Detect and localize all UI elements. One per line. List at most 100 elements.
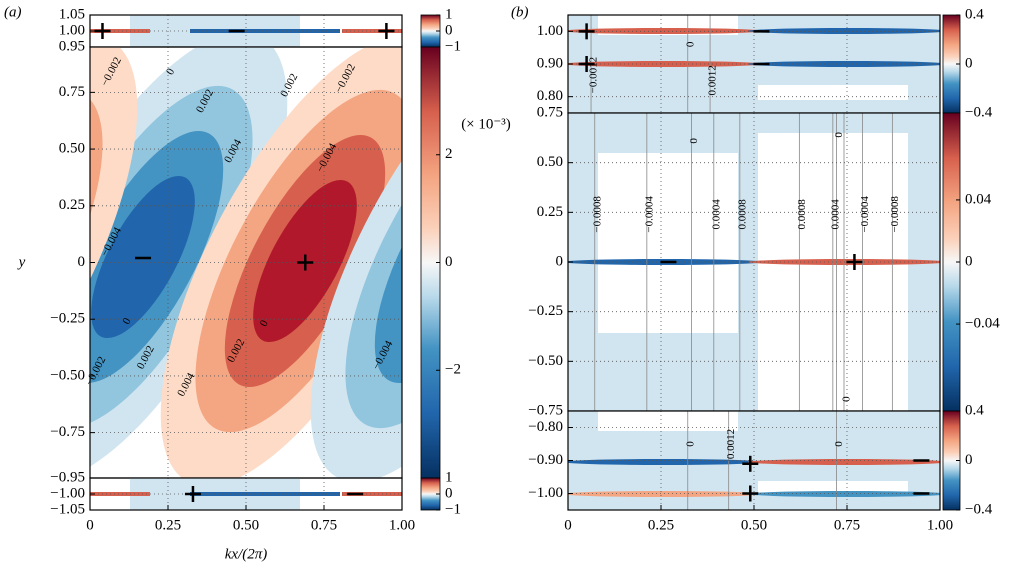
colorbar-tick-label: 1 [445,469,453,485]
extremum-marker [742,485,759,502]
y-tick-label: −0.90 [528,452,563,468]
contour-label: −0.0004 [643,196,655,233]
contour-label: 0 [833,132,845,138]
colorbar-tick-label: 2 [445,146,453,162]
contour-fill [758,85,908,100]
colorbar-tick-label: 0 [965,55,973,71]
y-tick-label: 0.50 [537,154,563,170]
contour-label: 0 [688,138,700,144]
colorbar-tick-label: 0 [445,22,453,38]
contour-fill [568,28,763,34]
colorbar-tick-label: 0 [445,485,453,501]
colorbar-tick-label: −0.04 [965,316,1000,332]
y-tick-label: 0 [556,253,564,269]
extremum-marker [846,254,863,270]
y-tick-label: −0.25 [50,311,85,327]
y-tick-label: 1.05 [59,6,85,22]
contour-fill [383,162,528,353]
contour-fill [598,153,738,333]
extremum-marker [742,455,759,472]
contour-fill [598,411,738,431]
y-tick-label: −1.00 [528,485,563,501]
contour-label: 0 [841,396,853,402]
extremum-marker [378,23,395,39]
x-tick-label: 0 [564,517,572,533]
y-tick-label: −0.75 [528,402,563,418]
y-tick-label: 0.75 [59,84,85,100]
contour-label: 0 [258,318,271,329]
y-tick-label: −0.25 [528,303,563,319]
y-axis-label: y [17,254,26,270]
contour-label: −0.0008 [889,196,901,233]
y-tick-label: −0.95 [50,469,85,485]
contour-label: −0.0004 [859,196,871,233]
y-tick-label: −0.50 [50,367,85,383]
contour-label: −0.0012 [588,57,600,93]
colorbar-tick-label: 0 [445,254,453,270]
contour-label: 0.0008 [796,199,808,230]
y-tick-label: 1.00 [537,23,563,39]
contour-fill [190,492,340,496]
y-tick-label: 1.00 [59,22,85,38]
contour-label: 0 [833,441,845,447]
y-tick-label: 0.75 [537,104,563,120]
x-axis-label: kx/(2π) [225,546,268,562]
contour-label: 0.0012 [725,429,737,459]
contour-label: 0 [120,316,133,327]
y-tick-label: −1.00 [50,485,85,501]
y-tick-label: 0.95 [59,38,85,54]
contour-fill [190,29,340,33]
contour-label: 0 [684,41,696,47]
colorbar-tick-label: −1 [445,501,461,517]
colorbar-tick-label: 0.4 [965,6,984,22]
contour-fill [90,29,150,33]
y-tick-label: 0.25 [59,197,85,213]
colorbar-tick-label: 0.04 [965,191,992,207]
colorbar-tick-label: 0.4 [965,402,984,418]
contour-fill [90,492,150,496]
x-tick-label: 1.00 [927,517,953,533]
contour-label: −0.0008 [591,196,603,233]
colorbar-tick-label: −1 [445,38,461,54]
panel-label: (b) [511,4,529,20]
x-tick-label: 0.25 [648,517,674,533]
colorbar-tick-label: −0.4 [965,104,993,120]
extremum-marker [578,23,595,40]
x-tick-label: 0.50 [741,517,767,533]
x-tick-label: 0.75 [311,517,337,533]
contour-label: 0.0004 [829,199,841,230]
y-tick-label: 0.80 [537,88,563,104]
extremum-marker [94,23,111,39]
x-tick-label: 0.50 [233,517,259,533]
colorbar-tick-label: −0.4 [965,501,993,517]
y-tick-label: 0.50 [59,141,85,157]
contour-fill [0,166,65,357]
contour-label: 0 [164,66,177,77]
contour-fill [568,491,763,497]
colorbar-tick-label: 1 [445,6,453,22]
colorbar-tick-label: −2 [445,362,461,378]
y-tick-label: −0.80 [528,419,563,435]
contour-fill [342,29,402,33]
y-tick-label: −0.75 [50,424,85,440]
filled-contours [568,113,940,411]
contour-fill [748,491,940,497]
colorbar-tick-label: 0 [965,253,973,269]
y-tick-label: −0.50 [528,353,563,369]
extremum-marker [578,56,595,72]
y-tick-label: 0 [78,254,86,270]
contour-fill [342,492,402,496]
y-tick-label: 0.25 [537,204,563,220]
contour-label: 0.0004 [710,199,722,230]
colorbar-tick-label: 0 [965,452,973,468]
colorbar-annotation: (× 10⁻³) [461,116,511,132]
x-tick-label: 0 [86,517,94,533]
contour-label: 0.0012 [707,65,719,95]
x-tick-label: 1.00 [389,517,415,533]
y-tick-label: 0.90 [537,55,563,71]
contour-label: 0.0008 [736,199,748,230]
contour-fill [568,61,763,67]
contour-fill [0,113,105,409]
y-tick-label: −1.05 [50,501,85,517]
